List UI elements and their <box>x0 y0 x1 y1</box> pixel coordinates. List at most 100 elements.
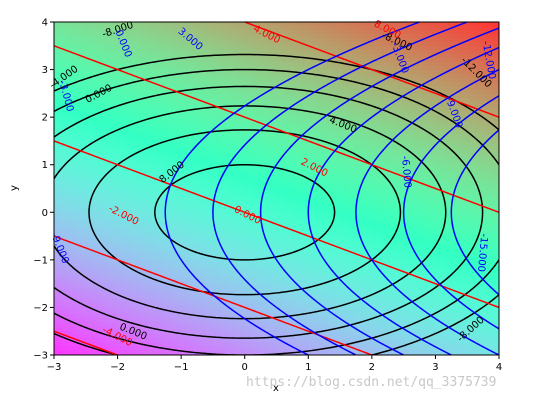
fill-cell <box>202 326 207 331</box>
fill-cell <box>254 90 259 95</box>
fill-cell <box>134 222 139 227</box>
fill-cell <box>78 182 83 187</box>
fill-cell <box>194 214 199 219</box>
fill-cell <box>126 326 131 331</box>
fill-cell <box>186 346 191 351</box>
fill-cell <box>82 166 87 171</box>
fill-cell <box>282 222 287 227</box>
fill-cell <box>126 346 131 351</box>
fill-cell <box>210 234 215 239</box>
fill-cell <box>86 182 91 187</box>
fill-cell <box>246 170 251 175</box>
fill-cell <box>218 50 223 55</box>
fill-cell <box>210 78 215 83</box>
fill-cell <box>286 242 291 247</box>
fill-cell <box>70 154 75 159</box>
fill-cell <box>230 246 235 251</box>
fill-cell <box>166 242 171 247</box>
fill-cell <box>230 154 235 159</box>
fill-cell <box>202 102 207 107</box>
fill-cell <box>274 226 279 231</box>
fill-cell <box>250 214 255 219</box>
fill-cell <box>186 122 191 127</box>
fill-cell <box>194 294 199 299</box>
fill-cell <box>54 258 59 263</box>
fill-cell <box>134 138 139 143</box>
fill-cell <box>234 286 239 291</box>
fill-cell <box>174 190 179 195</box>
fill-cell <box>166 294 171 299</box>
fill-cell <box>138 346 143 351</box>
fill-cell <box>86 142 91 147</box>
fill-cell <box>62 86 67 91</box>
fill-cell <box>74 22 79 27</box>
fill-cell <box>190 166 195 171</box>
fill-cell <box>218 130 223 135</box>
fill-cell <box>190 94 195 99</box>
fill-cell <box>126 266 131 271</box>
fill-cell <box>190 270 195 275</box>
fill-cell <box>94 266 99 271</box>
fill-cell <box>102 54 107 59</box>
fill-cell <box>142 266 147 271</box>
fill-cell <box>154 194 159 199</box>
fill-cell <box>254 70 259 75</box>
fill-cell <box>218 158 223 163</box>
fill-cell <box>226 166 231 171</box>
fill-cell <box>186 54 191 59</box>
fill-cell <box>94 130 99 135</box>
fill-cell <box>174 218 179 223</box>
fill-cell <box>86 178 91 183</box>
fill-cell <box>266 146 271 151</box>
fill-cell <box>114 302 119 307</box>
fill-cell <box>270 214 275 219</box>
fill-cell <box>122 30 127 35</box>
fill-cell <box>66 150 71 155</box>
fill-cell <box>130 262 135 267</box>
fill-cell <box>118 22 123 27</box>
fill-cell <box>58 258 63 263</box>
fill-cell <box>150 90 155 95</box>
fill-cell <box>54 298 59 303</box>
fill-cell <box>118 274 123 279</box>
fill-cell <box>214 150 219 155</box>
fill-cell <box>214 146 219 151</box>
fill-cell <box>222 198 227 203</box>
fill-cell <box>94 30 99 35</box>
fill-cell <box>86 118 91 123</box>
fill-cell <box>214 346 219 351</box>
fill-cell <box>242 342 247 347</box>
fill-cell <box>202 158 207 163</box>
fill-cell <box>262 98 267 103</box>
fill-cell <box>210 222 215 227</box>
fill-cell <box>114 126 119 131</box>
fill-cell <box>146 150 151 155</box>
fill-cell <box>162 110 167 115</box>
fill-cell <box>174 34 179 39</box>
fill-cell <box>146 318 151 323</box>
fill-cell <box>150 74 155 79</box>
fill-cell <box>82 182 87 187</box>
fill-cell <box>170 274 175 279</box>
fill-cell <box>102 50 107 55</box>
fill-cell <box>146 254 151 259</box>
fill-cell <box>286 42 291 47</box>
fill-cell <box>166 278 171 283</box>
fill-cell <box>190 62 195 67</box>
fill-cell <box>214 170 219 175</box>
fill-cell <box>118 42 123 47</box>
fill-cell <box>258 186 263 191</box>
fill-cell <box>150 190 155 195</box>
fill-cell <box>90 26 95 31</box>
fill-cell <box>226 246 231 251</box>
fill-cell <box>142 178 147 183</box>
fill-cell <box>90 258 95 263</box>
fill-cell <box>106 142 111 147</box>
fill-cell <box>222 206 227 211</box>
fill-cell <box>70 222 75 227</box>
fill-cell <box>250 154 255 159</box>
fill-cell <box>82 46 87 51</box>
fill-cell <box>138 282 143 287</box>
fill-cell <box>210 306 215 311</box>
fill-cell <box>114 202 119 207</box>
